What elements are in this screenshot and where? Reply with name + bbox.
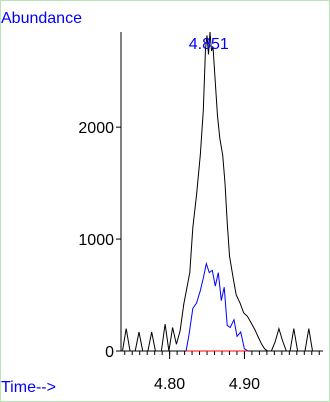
label-layer: Abundance Time--> 4.851 (1, 10, 229, 396)
y-axis-label: Abundance (1, 10, 82, 27)
peak-retention-time-label: 4.851 (189, 36, 229, 53)
x-tick-label: 4.80 (154, 376, 185, 393)
total-ion-trace (122, 31, 316, 352)
axes-layer: 0 1000 2000 4.80 4.90 (78, 32, 323, 393)
y-tick-label: 1000 (78, 232, 114, 249)
y-tick-label: 2000 (78, 120, 114, 137)
x-tick-label: 4.90 (229, 376, 260, 393)
y-tick-label: 0 (105, 344, 114, 361)
series-layer (122, 31, 316, 352)
x-axis-label: Time--> (1, 379, 56, 396)
extracted-ion-trace (185, 261, 249, 352)
